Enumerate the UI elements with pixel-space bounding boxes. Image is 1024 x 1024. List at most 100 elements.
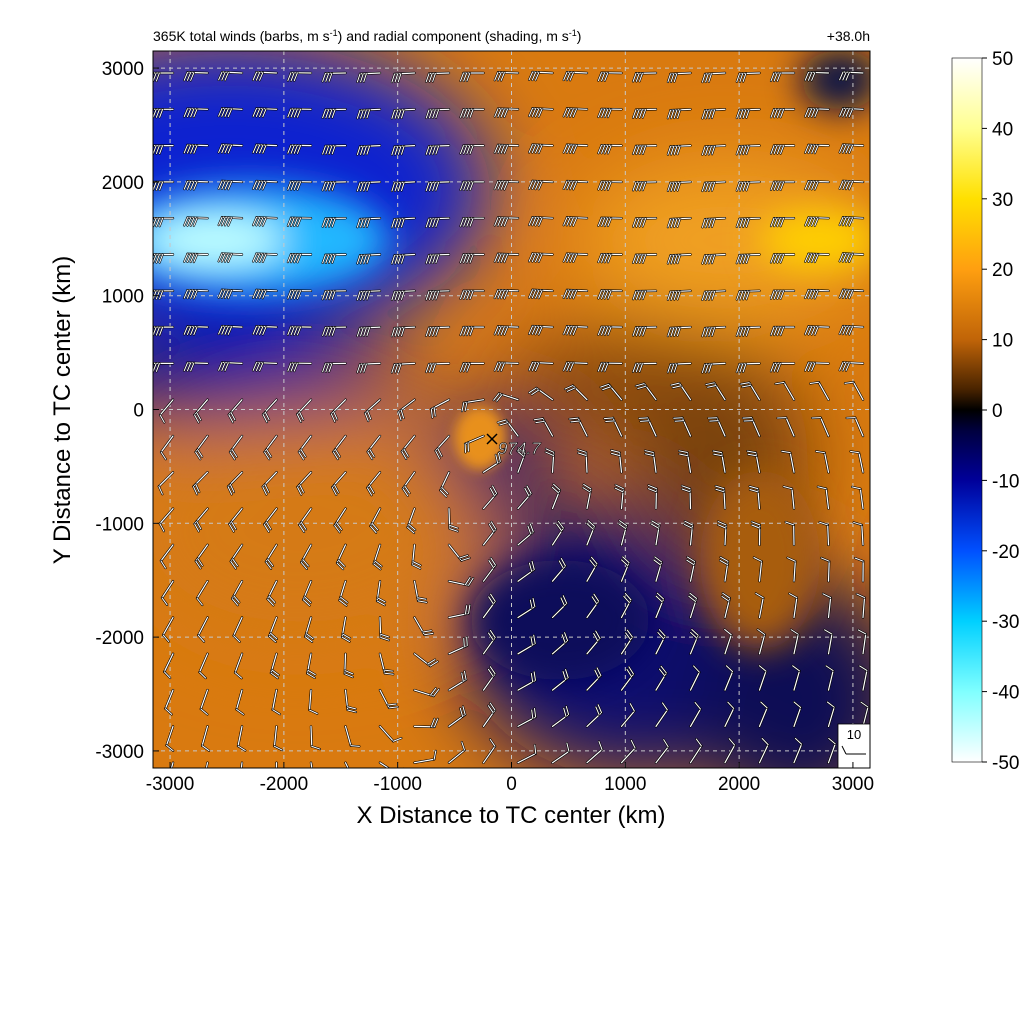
wind-barb: [205, 761, 209, 768]
wind-barb: [620, 702, 636, 728]
wind-barb: [551, 705, 570, 728]
wind-barb: [344, 761, 350, 768]
wind-barb: [297, 434, 313, 461]
wind-barb: [425, 71, 451, 83]
wind-barb: [551, 557, 567, 583]
wind-barb: [666, 108, 692, 120]
wind-barb: [493, 361, 520, 372]
colorbar-tick-label: -10: [992, 471, 1019, 492]
wind-barb: [447, 576, 475, 587]
wind-barb: [330, 398, 347, 423]
wind-barb: [390, 362, 416, 374]
wind-barb: [632, 108, 658, 119]
wind-barb: [562, 216, 589, 227]
wind-barb: [654, 665, 668, 692]
wind-barb: [183, 180, 209, 191]
wind-barb: [528, 324, 554, 336]
wind-barb: [666, 289, 692, 301]
wind-barb: [654, 628, 667, 655]
wind-barb: [264, 543, 278, 570]
wind-barb: [153, 108, 175, 119]
wind-barb: [672, 416, 692, 438]
wind-barb: [496, 418, 520, 438]
wind-barb: [838, 252, 865, 263]
wind-barb: [482, 484, 498, 510]
wind-barb: [516, 707, 537, 728]
y-tick-label: -3000: [95, 742, 144, 763]
colorbar-tick-label: -50: [992, 753, 1019, 774]
forecast-time-label: +38.0h: [827, 28, 870, 44]
wind-barb: [563, 384, 589, 401]
wind-barb: [286, 180, 313, 191]
wind-barb: [632, 362, 658, 373]
wind-barb: [720, 592, 731, 619]
wind-barb: [390, 216, 416, 229]
wind-barb: [528, 386, 554, 401]
y-tick-label: -1000: [95, 514, 144, 535]
colorbar-ticks: 50 40 30 20 10 0 -10 -20 -30 -40 -50: [982, 49, 1019, 774]
wind-barb: [286, 107, 313, 119]
wind-barb: [652, 555, 663, 583]
wind-barb: [321, 108, 347, 119]
wind-barb: [849, 450, 865, 474]
wind-barb: [562, 361, 589, 372]
wind-barb: [516, 597, 537, 619]
wind-barb: [153, 362, 175, 373]
wind-barb: [232, 616, 244, 643]
wind-barb: [492, 392, 520, 403]
wind-barb: [406, 507, 417, 535]
wind-barb: [562, 70, 589, 82]
wind-barb: [824, 664, 835, 692]
wind-barb: [493, 71, 520, 82]
wind-barb: [217, 107, 244, 118]
wind-barb: [235, 688, 245, 716]
x-tick-label: -2000: [260, 774, 309, 795]
wind-barb: [666, 253, 692, 265]
wind-barb: [425, 289, 451, 301]
wind-barb: [153, 289, 175, 300]
wind-barb: [568, 416, 589, 438]
wind-barb: [252, 70, 278, 82]
wind-barb: [261, 398, 278, 424]
wind-barb: [493, 252, 520, 264]
wind-barb: [482, 556, 497, 583]
wind-barb: [804, 325, 830, 336]
wind-barb: [252, 252, 278, 264]
wind-barb: [838, 70, 865, 82]
wind-barb: [286, 252, 313, 264]
wind-barb: [153, 216, 175, 228]
wind-barb: [632, 289, 658, 301]
reference-barb-box: 10: [837, 723, 871, 769]
wind-barb: [199, 688, 209, 716]
wind-barb: [356, 108, 382, 120]
wind-barb: [516, 634, 537, 655]
wind-barb: [193, 507, 209, 533]
wind-barb: [769, 325, 796, 337]
wind-barb: [769, 108, 796, 119]
wind-barb: [333, 507, 347, 534]
wind-barb: [528, 216, 554, 227]
wind-barb: [585, 556, 599, 583]
wind-barb: [153, 144, 175, 155]
wind-barb: [735, 216, 761, 229]
wind-barb: [776, 416, 796, 438]
wind-barb: [183, 288, 209, 300]
wind-barb: [459, 253, 485, 264]
wind-barb: [597, 144, 623, 155]
wind-barb: [425, 180, 451, 192]
wind-barb: [356, 325, 382, 338]
wind-barb: [654, 738, 670, 764]
wind-barb: [482, 451, 502, 474]
x-tick-label: -1000: [373, 774, 422, 795]
wind-barb: [413, 616, 435, 637]
wind-barb: [735, 108, 761, 120]
wind-barb: [845, 416, 865, 438]
wind-barb: [447, 635, 469, 655]
colorbar-tick-label: 50: [992, 49, 1013, 70]
wind-barb: [482, 665, 497, 692]
wind-barb: [528, 143, 554, 155]
colorbar-tick-label: 40: [992, 119, 1013, 140]
wind-barb: [356, 289, 382, 301]
x-tick-label: 0: [506, 774, 517, 795]
wind-barb: [434, 434, 451, 460]
